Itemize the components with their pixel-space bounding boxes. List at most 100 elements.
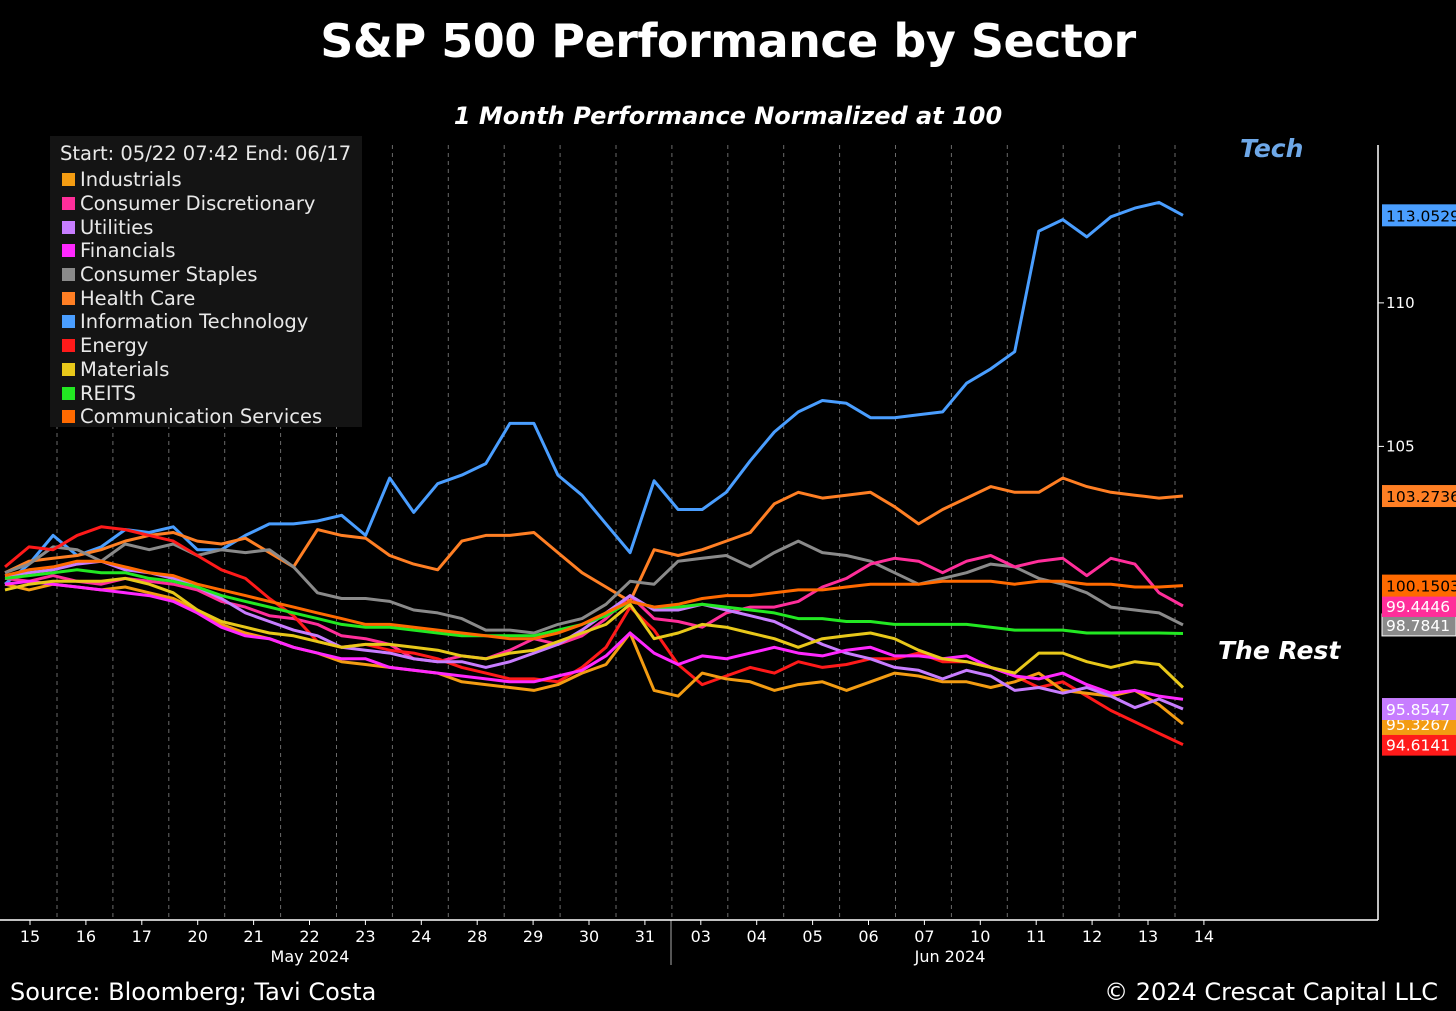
legend-item: Consumer Staples: [50, 263, 362, 287]
series-lines: [4, 200, 1185, 746]
legend-item: Information Technology: [50, 310, 362, 334]
label-text: 95.8547: [1386, 701, 1450, 719]
series-line: [4, 200, 1184, 586]
label-box: [1382, 733, 1456, 756]
legend-item: REITS: [50, 381, 362, 405]
legend-swatch: [62, 244, 75, 258]
label-box: [1382, 698, 1456, 721]
legend-item: Financials: [50, 239, 362, 263]
month-label: Jun 2024: [914, 947, 986, 966]
last-value-label: 100.1503: [1382, 574, 1456, 597]
legend: Start: 05/22 07:42 End: 06/17 Industrial…: [50, 136, 362, 429]
legend-swatch: [62, 386, 75, 400]
x-tick-label: 28: [467, 927, 487, 946]
legend-swatch: [62, 315, 75, 329]
chart-title: S&P 500 Performance by Sector: [320, 14, 1136, 68]
x-tick-label: 20: [188, 927, 208, 946]
x-tick-label: 12: [1082, 927, 1102, 946]
month-label: May 2024: [271, 947, 350, 966]
x-tick-label: 05: [802, 927, 822, 946]
x-tick-label: 03: [691, 927, 711, 946]
copyright-note: © 2024 Crescat Capital LLC: [1104, 978, 1438, 1006]
legend-item: Energy: [50, 334, 362, 358]
label-box: [1382, 485, 1456, 508]
legend-label: Consumer Discretionary: [80, 192, 316, 216]
x-tick-label: 11: [1026, 927, 1046, 946]
legend-item: Health Care: [50, 286, 362, 310]
x-tick-label: 13: [1138, 927, 1158, 946]
series-line: [4, 525, 1184, 746]
chart-subtitle: 1 Month Performance Normalized at 100: [453, 102, 1003, 130]
legend-swatch: [62, 197, 75, 211]
x-tick-label: 04: [747, 927, 767, 946]
rest-annotation: The Rest: [1218, 636, 1341, 665]
legend-swatch: [62, 410, 75, 424]
legend-swatch: [62, 173, 75, 187]
label-text: 99.4446: [1386, 598, 1450, 616]
x-tick-label: 10: [970, 927, 990, 946]
legend-label: Materials: [80, 357, 170, 381]
series-line: [4, 476, 1184, 603]
series-line: [4, 576, 1185, 689]
legend-item: Industrials: [50, 168, 362, 192]
series-line: [4, 559, 1184, 641]
legend-label: Industrials: [80, 168, 182, 192]
legend-label: Utilities: [80, 215, 154, 239]
label-text: 95.3267: [1386, 716, 1450, 734]
y-tick-label: 105: [1386, 437, 1415, 455]
x-tick-label: 21: [243, 927, 263, 946]
x-tick-label: 23: [355, 927, 375, 946]
label-text: 100.1503: [1386, 578, 1456, 596]
label-box: [1382, 204, 1456, 227]
label-box: [1382, 594, 1456, 617]
x-tick-label: 06: [858, 927, 878, 946]
x-tick-label: 24: [411, 927, 431, 946]
last-value-label: 103.2736: [1382, 485, 1456, 508]
label-text: 98.7841: [1386, 617, 1450, 635]
legend-label: Financials: [80, 239, 176, 263]
y-tick-label: 110: [1386, 294, 1415, 312]
last-value-label: 98.7841: [1381, 613, 1456, 637]
legend-label: Communication Services: [80, 405, 323, 429]
last-value-label: 99.4446: [1382, 594, 1456, 617]
tech-annotation: Tech: [1240, 134, 1304, 163]
line-chart: 15 16 17 20 21 22 23 24 28 29 30 31 03 04 05 06 07 10 11 12…: [0, 145, 1456, 966]
legend-swatch: [62, 362, 75, 376]
legend-swatch: [62, 339, 75, 353]
legend-header: Start: 05/22 07:42 End: 06/17: [60, 142, 352, 165]
legend-item: Utilities: [50, 215, 362, 239]
source-note: Source: Bloomberg; Tavi Costa: [10, 978, 377, 1006]
grid: [56, 145, 1176, 920]
x-tick-label: 07: [914, 927, 934, 946]
x-tick-label: 14: [1194, 927, 1214, 946]
label-text: 94.6141: [1386, 737, 1450, 755]
legend-label: Energy: [80, 334, 149, 358]
legend-label: Information Technology: [80, 310, 309, 334]
x-tick-label: 29: [523, 927, 543, 946]
legend-item: Communication Services: [50, 405, 362, 429]
legend-label: REITS: [80, 381, 136, 405]
series-line: [4, 554, 1184, 664]
label-text: 113.0529: [1386, 207, 1456, 225]
last-value-label: 113.0529: [1382, 204, 1456, 227]
x-tick-label: 15: [20, 927, 40, 946]
last-value-label: 94.6141: [1382, 733, 1456, 756]
x-tick-label: 31: [635, 927, 655, 946]
last-value-label: 95.8547: [1382, 698, 1456, 721]
x-tick-label: 22: [299, 927, 319, 946]
series-line: [4, 539, 1184, 635]
legend-swatch: [62, 268, 75, 282]
label-text: 103.2736: [1386, 488, 1456, 506]
legend-item: Materials: [50, 358, 362, 382]
axes: 15 16 17 20 21 22 23 24 28 29 30 31 03 04 05 06 07 10 11 12…: [0, 145, 1415, 966]
legend-swatch: [62, 291, 75, 305]
x-tick-label: 17: [132, 927, 152, 946]
x-tick-label: 30: [579, 927, 599, 946]
legend-swatch: [62, 220, 75, 234]
legend-label: Health Care: [80, 286, 196, 310]
x-tick-label: 16: [76, 927, 96, 946]
legend-item: Consumer Discretionary: [50, 192, 362, 216]
legend-label: Consumer Staples: [80, 263, 258, 287]
label-box: [1382, 574, 1456, 597]
